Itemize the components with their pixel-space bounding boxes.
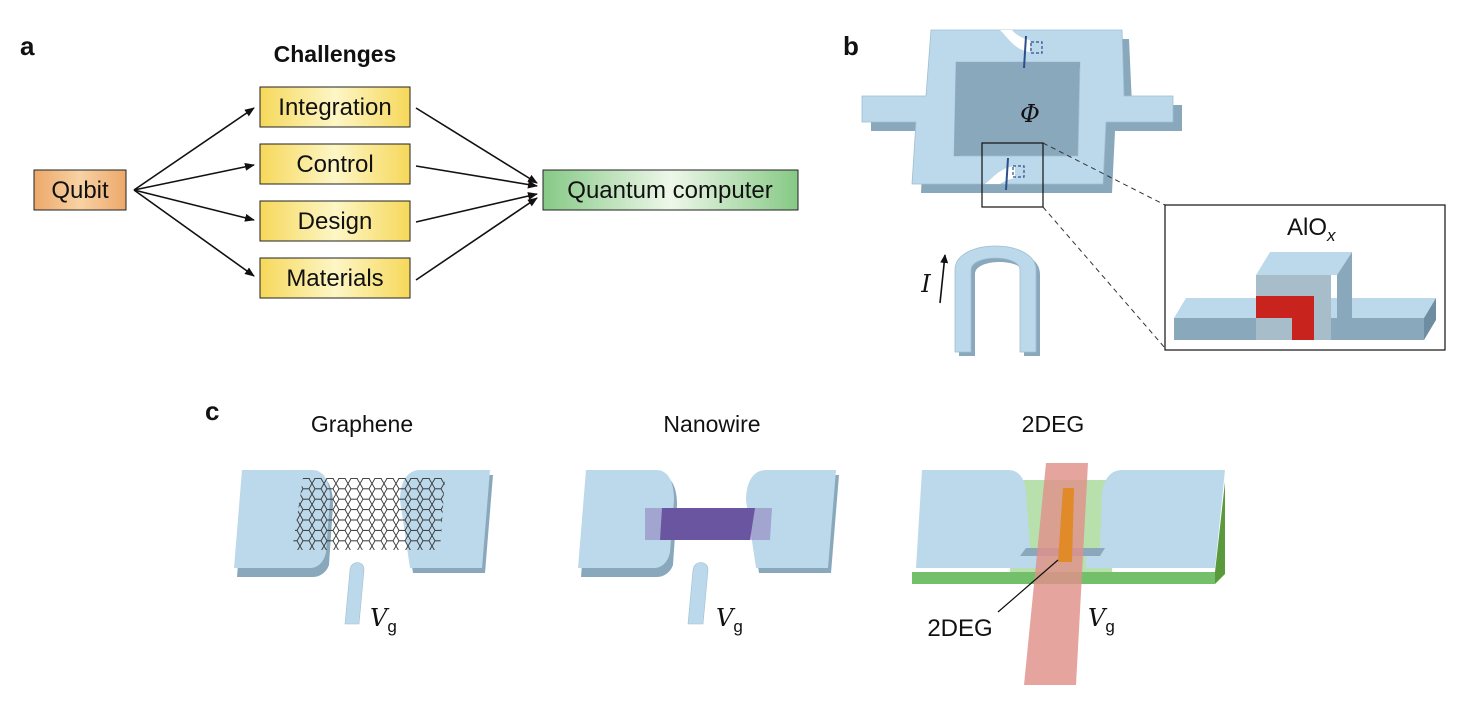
- current-arrow: [939, 254, 949, 304]
- junction-cross-section: [1174, 252, 1436, 340]
- quantum-computer-label: Quantum computer: [567, 177, 772, 204]
- zoom-line-bottom: [1042, 206, 1166, 349]
- junction-top-marker: [1030, 41, 1043, 54]
- graphene-gate: [344, 562, 365, 625]
- qubit-box: [33, 169, 127, 211]
- arrow-materials-to-computer: [415, 197, 538, 281]
- panel-label-c: c: [205, 396, 219, 426]
- gate-label-2deg: Vg: [1088, 604, 1115, 636]
- quantum-computer-box: [542, 169, 799, 211]
- squid-loop: [861, 29, 1182, 193]
- challenge-label-integration: Integration: [278, 94, 391, 121]
- arrow-control-to-computer: [415, 165, 538, 189]
- oxide-label: AlOx: [1287, 214, 1336, 245]
- oxide-layer: [1256, 296, 1314, 340]
- panel-a: a Challenges Qubit Integration Control D…: [20, 31, 799, 299]
- junction-bottom-marker: [1012, 165, 1025, 178]
- arrow-integration-to-computer: [415, 107, 538, 184]
- nanowire-device: Vg: [578, 470, 839, 636]
- current-symbol: I: [920, 270, 931, 298]
- bias-line: [954, 245, 1040, 356]
- gate-label-nanowire: Vg: [716, 604, 743, 636]
- twodeg-device: 2DEG Vg: [912, 463, 1225, 685]
- twodeg-label: 2DEG: [927, 615, 992, 642]
- challenge-label-control: Control: [296, 151, 373, 178]
- panel-label-b: b: [843, 31, 859, 61]
- junction-bottom: [1005, 157, 1009, 191]
- arrow-qubit-to-materials: [133, 189, 255, 277]
- panel-label-a: a: [20, 31, 35, 61]
- challenge-label-design: Design: [298, 208, 373, 235]
- challenge-label-materials: Materials: [286, 265, 383, 292]
- challenge-box-control: [259, 143, 411, 185]
- nanowire-left-pad: [578, 470, 674, 568]
- twodeg-pointer-line: [997, 559, 1059, 613]
- device-title-2deg: 2DEG: [1022, 411, 1085, 437]
- panel-b: b Φ I: [843, 29, 1446, 356]
- flux-symbol: Φ: [1020, 100, 1040, 128]
- device-title-nanowire: Nanowire: [663, 411, 760, 437]
- arrow-qubit-to-control: [133, 162, 255, 191]
- device-title-graphene: Graphene: [311, 411, 413, 437]
- twodeg-right-pad: [1086, 470, 1225, 568]
- panel-c: c Graphene Nanowire 2DEG Vg Vg: [205, 396, 1225, 685]
- twodeg-channel: [1058, 488, 1074, 562]
- graphene-device: Vg: [234, 470, 493, 636]
- nanowire-gate: [687, 562, 709, 625]
- junction-neck-top: [1000, 30, 1030, 52]
- gate-label-graphene: Vg: [370, 604, 397, 636]
- junction-top: [1023, 35, 1027, 69]
- twodeg-left-pad: [916, 470, 1044, 568]
- arrow-qubit-to-design: [133, 189, 255, 222]
- challenge-box-integration: [259, 86, 411, 128]
- challenge-box-design: [259, 200, 411, 242]
- arrow-qubit-to-integration: [133, 107, 255, 191]
- challenges-heading: Challenges: [274, 41, 397, 67]
- qubit-label: Qubit: [51, 177, 109, 204]
- nanowire: [660, 508, 755, 540]
- zoom-box: [981, 142, 1044, 208]
- nanowire-right-pad: [746, 470, 836, 568]
- challenge-box-materials: [259, 257, 411, 299]
- arrow-design-to-computer: [415, 192, 538, 223]
- graphene-sheet: [292, 478, 445, 550]
- zoom-line-top: [1042, 142, 1166, 206]
